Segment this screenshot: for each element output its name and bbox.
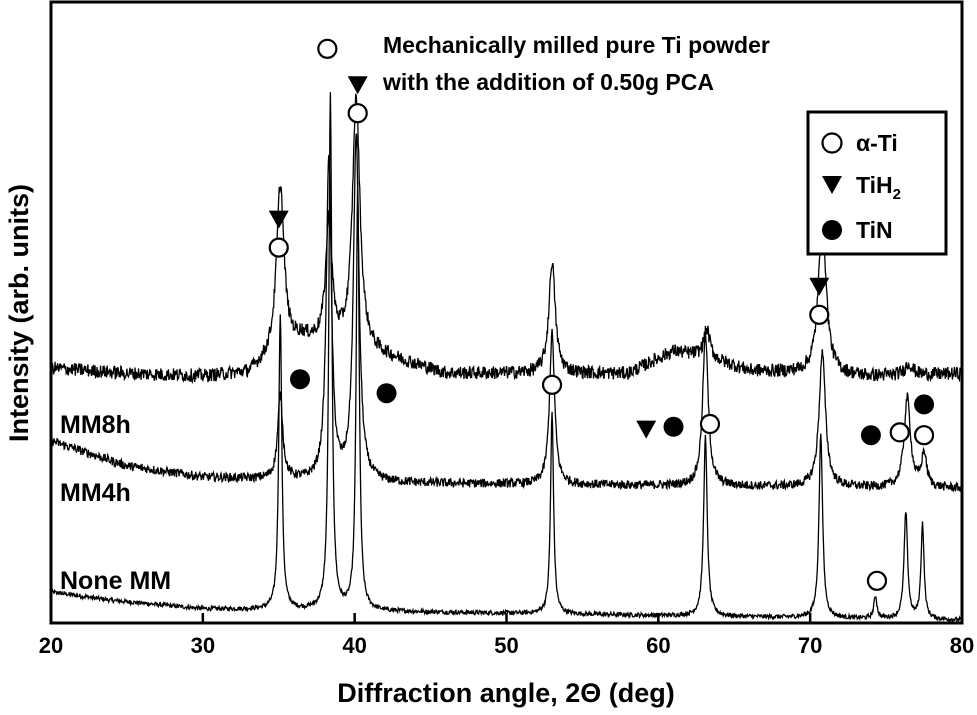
label-none-mm: None MM — [60, 567, 171, 595]
y-axis-title: Intensity (arb. units) — [4, 184, 34, 442]
legend-tih2-icon — [822, 176, 842, 194]
xrd-traces — [50, 92, 963, 624]
label-mm4h: MM4h — [60, 479, 131, 507]
trace-mm8h — [50, 93, 963, 385]
marker-tih2-5 — [809, 277, 830, 296]
x-tick-label-40: 40 — [342, 633, 366, 658]
legend-label-tin: TiN — [856, 217, 893, 243]
legend-tin-icon — [822, 220, 842, 240]
marker-alpha-ti-6 — [809, 304, 830, 325]
marker-tih2-10 — [636, 420, 657, 439]
legend: α-Ti TiH2 TiN — [806, 110, 948, 256]
marker-alpha-ti-2 — [347, 103, 368, 124]
x-tick-label-30: 30 — [191, 633, 215, 658]
chart-title-line-1: Mechanically milled pure Ti powder — [383, 32, 770, 58]
trace-mm4h — [50, 133, 963, 493]
marker-tin-7 — [290, 369, 311, 390]
marker-tin-11 — [663, 416, 684, 437]
trace-none-mm — [50, 92, 963, 624]
legend-alpha-ti-icon — [821, 132, 843, 154]
x-tick-label-60: 60 — [646, 633, 670, 658]
marker-tih2-1 — [347, 76, 368, 95]
marker-tin-13 — [860, 425, 881, 446]
marker-alpha-ti-15 — [913, 425, 935, 446]
marker-tin-8 — [376, 383, 397, 404]
marker-alpha-ti-9 — [541, 374, 563, 395]
x-tick-label-80: 80 — [950, 633, 974, 658]
marker-alpha-ti-14 — [889, 422, 910, 443]
x-axis-ticks: 20 30 40 50 60 70 80 — [39, 613, 974, 658]
x-tick-label-50: 50 — [494, 633, 518, 658]
marker-alpha-ti-4 — [268, 237, 289, 258]
marker-tih2-3 — [268, 210, 289, 229]
x-tick-label-20: 20 — [39, 633, 63, 658]
phase-markers — [268, 38, 935, 591]
marker-alpha-ti-12 — [699, 413, 721, 435]
marker-alpha-ti-17 — [866, 570, 888, 591]
x-tick-label-70: 70 — [798, 633, 822, 658]
marker-alpha-ti-0 — [317, 38, 338, 59]
chart-title-line-2: with the addition of 0.50g PCA — [382, 69, 714, 95]
x-axis-title: Diffraction angle, 2Θ (deg) — [337, 678, 675, 708]
legend-label-alpha-ti: α-Ti — [856, 130, 898, 156]
marker-tin-16 — [914, 394, 935, 415]
label-mm8h: MM8h — [60, 411, 131, 439]
legend-label-tih2: TiH2 — [856, 172, 901, 203]
